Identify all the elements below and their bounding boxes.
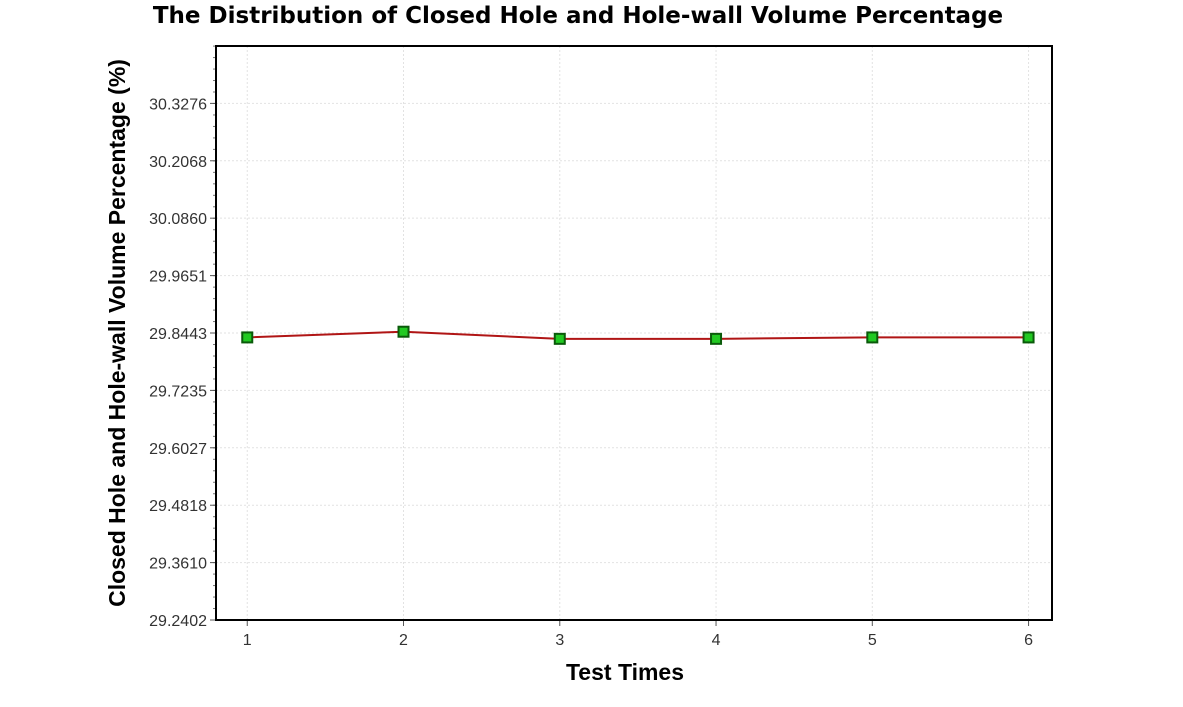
y-tick-label: 29.9651 (149, 269, 207, 286)
data-point (1022, 331, 1035, 344)
grid (216, 46, 1052, 620)
y-tick-label: 29.7235 (149, 383, 207, 400)
y-tick-label: 29.4818 (149, 498, 207, 515)
x-axis-title: Test Times (566, 659, 684, 685)
y-tick-label: 29.2402 (149, 613, 207, 630)
y-tick-label: 29.6027 (149, 441, 207, 458)
y-tick-label: 30.0860 (149, 211, 207, 228)
chart-title: The Distribution of Closed Hole and Hole… (153, 3, 1003, 29)
y-tick-label: 30.2068 (149, 154, 207, 171)
y-tick-label: 29.3610 (149, 556, 207, 573)
series-line (247, 330, 1029, 340)
data-point (553, 332, 566, 345)
plot-frame (215, 45, 1053, 621)
x-tick-label: 3 (555, 632, 564, 649)
data-point (710, 332, 723, 345)
x-tick-label: 6 (1024, 632, 1033, 649)
data-point (397, 325, 410, 338)
data-point (866, 331, 879, 344)
x-tick-label: 2 (399, 632, 408, 649)
y-tick-label: 29.8443 (149, 326, 207, 343)
y-axis-title: Closed Hole and Hole-wall Volume Percent… (104, 59, 130, 607)
x-tick-label: 4 (712, 632, 721, 649)
series-layer (241, 325, 1035, 345)
x-tick-label: 5 (868, 632, 877, 649)
y-tick-label: 30.3276 (149, 96, 207, 113)
y-axis: 29.2402 29.3610 29.4818 29.6027 29.7235 29.84… (149, 96, 216, 630)
x-tick-label: 1 (243, 632, 252, 649)
data-point (241, 331, 254, 344)
